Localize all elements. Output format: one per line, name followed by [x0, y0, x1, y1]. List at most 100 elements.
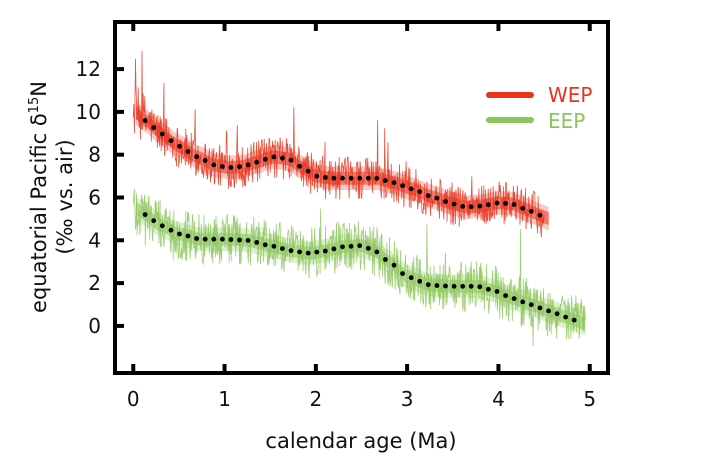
trend-dot-eep: [477, 284, 483, 290]
trend-dot-eep: [365, 245, 371, 251]
y-axis-label-superscript: 15: [27, 97, 42, 114]
trend-dot-wep: [383, 178, 388, 184]
trend-dot-wep: [486, 202, 491, 208]
x-axis-label: calendar age (Ma): [265, 429, 456, 453]
legend-label-eep: EEP: [548, 109, 585, 133]
trend-dot-wep: [434, 195, 440, 201]
trend-dot-wep: [537, 212, 543, 218]
x-tick-label: 4: [492, 387, 505, 411]
svg-text:equatorial Pacific δ15N: equatorial Pacific δ15N: [27, 81, 51, 313]
trend-dot-eep: [177, 231, 182, 237]
trend-dot-eep: [503, 293, 508, 298]
trend-dot-eep: [408, 275, 414, 281]
trend-dot-wep: [503, 201, 508, 206]
trend-dot-wep: [314, 173, 320, 179]
trend-dot-eep: [468, 283, 474, 289]
trend-dot-eep: [374, 249, 380, 255]
y-axis-label-units: (‰ vs. air): [53, 139, 77, 254]
trend-dot-eep: [280, 246, 285, 252]
raw-line-eep: [132, 188, 586, 347]
x-tick-label: 2: [309, 387, 322, 411]
trend-dot-wep: [348, 175, 354, 181]
trend-dot-wep: [391, 180, 397, 186]
y-tick-label: 4: [88, 228, 101, 252]
trend-dot-wep: [460, 204, 466, 209]
trend-dot-eep: [305, 250, 311, 256]
trend-dot-eep: [494, 289, 500, 294]
trend-dot-eep: [348, 243, 354, 249]
band-eep: [136, 201, 586, 331]
trend-dot-wep: [220, 164, 225, 169]
y-tick-label: 6: [88, 186, 101, 210]
trend-dot-eep: [297, 249, 302, 255]
trend-dot-wep: [237, 164, 242, 170]
trend-dot-wep: [425, 193, 431, 199]
trend-dot-eep: [262, 242, 268, 248]
trend-dot-eep: [322, 248, 328, 254]
trend-dot-eep: [159, 223, 165, 229]
trend-dot-wep: [520, 205, 526, 211]
trend-dot-eep: [554, 311, 560, 317]
trend-dot-wep: [331, 175, 337, 181]
trend-dot-wep: [477, 203, 483, 209]
trend-dot-eep: [237, 237, 242, 243]
trend-dot-wep: [245, 162, 251, 168]
trend-dot-wep: [365, 175, 371, 181]
x-tick-label: 5: [583, 387, 596, 411]
trend-dot-eep: [537, 305, 543, 311]
trend-dot-eep: [142, 212, 148, 218]
trend-dot-eep: [528, 302, 534, 308]
trend-dot-eep: [400, 271, 405, 276]
trend-dot-wep: [374, 175, 380, 181]
band-eep: [136, 196, 586, 336]
trend-dot-wep: [443, 199, 448, 204]
trend-dot-wep: [202, 158, 208, 163]
trend-dot-eep: [194, 236, 200, 241]
trend-dot-wep: [400, 183, 405, 189]
trend-dot-eep: [202, 236, 208, 242]
trend-dot-eep: [511, 296, 517, 301]
trend-dot-wep: [494, 200, 500, 206]
y-axis-label: equatorial Pacific δ15N (‰ vs. air): [27, 81, 77, 313]
trend-dot-eep: [288, 248, 294, 254]
trend-dot-eep: [451, 283, 457, 289]
trend-dot-eep: [520, 299, 526, 305]
trend-dot-eep: [443, 283, 448, 289]
trend-dot-wep: [194, 154, 200, 160]
raw-series: [132, 51, 586, 347]
trend-dot-wep: [211, 162, 217, 168]
trend-dot-wep: [451, 201, 457, 207]
trend-dot-eep: [314, 249, 320, 255]
trend-dot-wep: [322, 175, 328, 180]
trend-dot-wep: [254, 159, 260, 165]
y-axis-label-end: N: [27, 81, 51, 97]
trend-dot-wep: [159, 131, 165, 137]
trend-dot-eep: [151, 218, 157, 224]
trend-dot-wep: [262, 156, 268, 162]
trend-dot-wep: [177, 143, 182, 149]
trend-dot-wep: [305, 168, 311, 174]
y-tick-label: 8: [88, 143, 101, 167]
x-axis-ticks: 0 1 2 3 4 5: [127, 22, 596, 411]
trend-dot-wep: [417, 189, 423, 195]
trend-dot-eep: [460, 283, 466, 289]
trend-dot-eep: [357, 243, 363, 249]
trend-dot-wep: [228, 165, 234, 170]
trend-dot-wep: [271, 154, 277, 160]
trend-dot-eep: [185, 233, 191, 239]
trend-dot-eep: [168, 227, 174, 233]
y-tick-label: 0: [88, 314, 101, 338]
trend-dot-eep: [211, 236, 217, 242]
trend-dot-eep: [486, 286, 491, 292]
trend-dots: [142, 118, 577, 323]
trend-dot-eep: [434, 283, 440, 288]
trend-dot-eep: [571, 317, 577, 323]
y-axis-label-main: equatorial Pacific δ: [27, 113, 51, 313]
trend-dot-eep: [331, 246, 337, 252]
trend-dot-eep: [417, 278, 423, 284]
trend-dot-wep: [142, 118, 148, 123]
trend-dot-eep: [254, 240, 260, 245]
y-tick-label: 2: [88, 271, 101, 295]
legend-label-wep: WEP: [548, 83, 592, 107]
